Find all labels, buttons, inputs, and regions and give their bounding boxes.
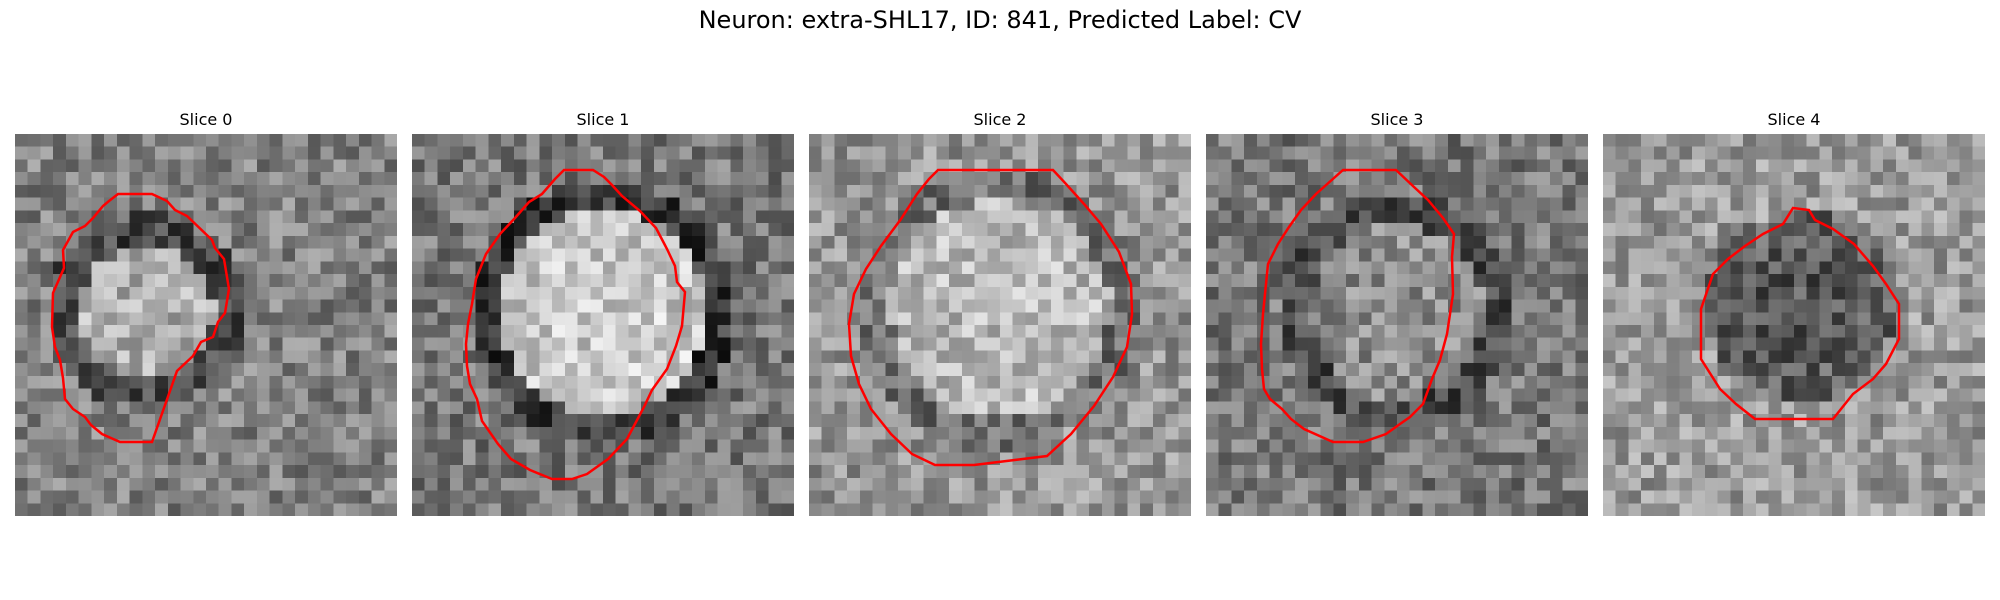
slice-image-0 (15, 134, 397, 516)
slice-title-0: Slice 0 (179, 110, 233, 129)
segmentation-contour-1 (464, 168, 687, 481)
segmentation-contour-2 (847, 168, 1134, 467)
slice-title-2: Slice 2 (973, 110, 1027, 129)
segmentation-contour-3 (1259, 168, 1456, 444)
segmentation-contour-layer-2 (847, 168, 1134, 467)
segmentation-contour-0 (50, 192, 231, 444)
segmentation-contour-layer-0 (50, 192, 231, 444)
slice-image-4 (1603, 134, 1985, 516)
segmentation-contour-layer-4 (1699, 206, 1901, 421)
grayscale-slice-3 (1206, 134, 1588, 516)
slice-image-2 (809, 134, 1191, 516)
slice-title-1: Slice 1 (576, 110, 630, 129)
slice-title-3: Slice 3 (1370, 110, 1424, 129)
slice-image-1 (412, 134, 794, 516)
slice-title-4: Slice 4 (1767, 110, 1821, 129)
grayscale-slice-2 (809, 134, 1191, 516)
grayscale-slice-0 (15, 134, 397, 516)
grayscale-slice-1 (412, 134, 794, 516)
figure-title: Neuron: extra-SHL17, ID: 841, Predicted … (698, 6, 1302, 34)
segmentation-contour-layer-3 (1259, 168, 1456, 444)
slice-image-3 (1206, 134, 1588, 516)
segmentation-contour-4 (1699, 206, 1901, 421)
segmentation-contour-layer-1 (464, 168, 687, 481)
grayscale-slice-4 (1603, 134, 1985, 516)
